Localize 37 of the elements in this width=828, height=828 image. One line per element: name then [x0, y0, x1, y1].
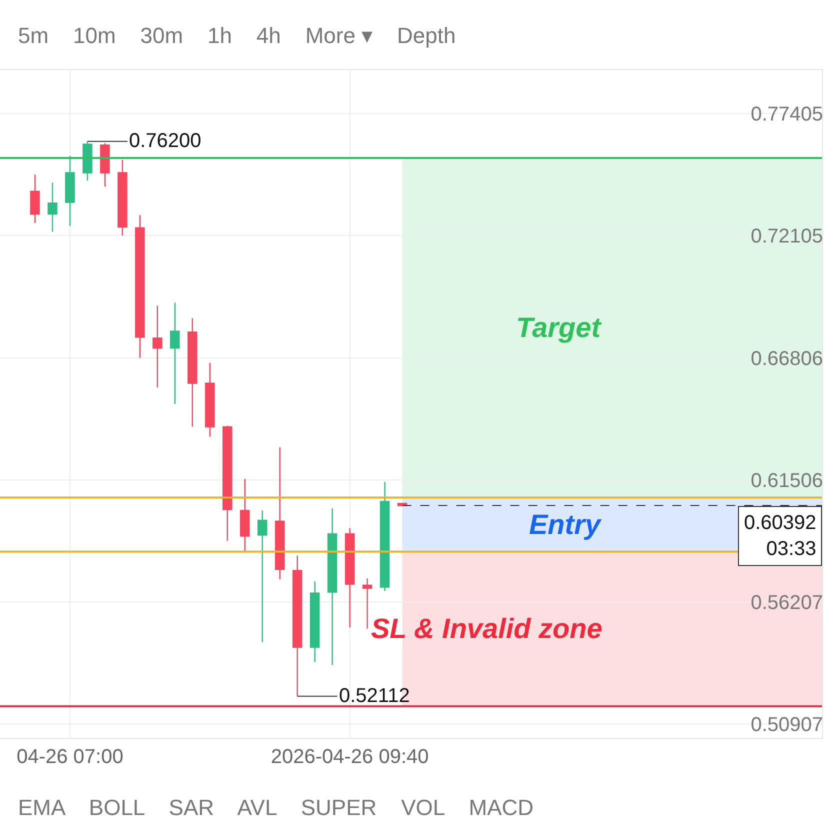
y-tick-label: 0.66806: [750, 348, 823, 370]
candlestick: [362, 578, 372, 630]
candlestick: [48, 182, 58, 232]
text: EMA BOLL SAR AVL SUPER VOL MACD: [18, 795, 534, 820]
candlestick: [118, 159, 128, 236]
candlestick: [188, 318, 198, 428]
y-tick-label: 0.72105: [750, 226, 823, 248]
x-tick-label: 04-26 07:00: [16, 746, 124, 768]
candlestick: [82, 140, 92, 182]
candlestick: [204, 362, 215, 438]
candlestick: [344, 528, 355, 628]
candlestick: [327, 508, 338, 666]
ref-line-label: 0.60392 03:33: [744, 512, 816, 560]
text: 5m 10m 30m 1h 4h More ▾ Depth: [18, 23, 456, 48]
y-tick-label: 0.56207: [750, 592, 823, 614]
x-tick-label: 2026-04-26 09:40: [270, 746, 429, 768]
candlestick: [135, 214, 145, 358]
candlestick: [240, 478, 250, 552]
y-tick-label: 0.61506: [750, 470, 823, 492]
band-label: SL & Invalid zone: [371, 613, 602, 644]
annotation: 0.76200: [129, 130, 202, 152]
y-tick-label: 0.50907: [750, 714, 823, 736]
candlestick: [222, 425, 232, 542]
candlestick: [292, 554, 302, 697]
band-label: Entry: [529, 509, 602, 540]
candlestick: [170, 302, 180, 405]
candlestick: [65, 155, 75, 227]
y-tick-label: 0.77405: [750, 104, 823, 126]
candlestick: [257, 510, 268, 643]
candlestick: [152, 305, 162, 388]
annotation: 0.52112: [339, 685, 410, 707]
candlestick: [380, 481, 390, 592]
candlestick: [30, 174, 40, 224]
candlestick: [274, 446, 285, 580]
band-label: Target: [516, 312, 602, 343]
candlestick: [310, 580, 320, 663]
candlestick: [100, 142, 110, 188]
